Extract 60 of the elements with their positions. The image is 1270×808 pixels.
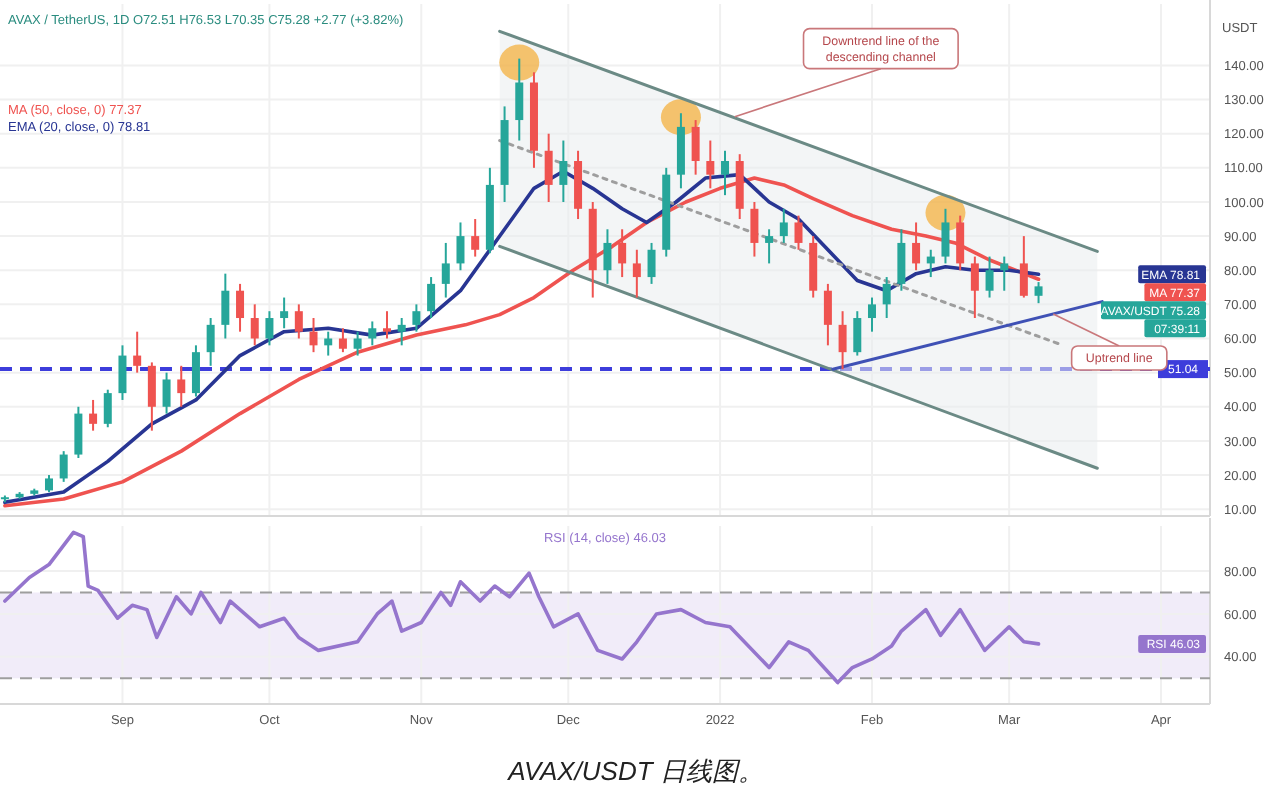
candlestick (956, 214, 965, 272)
candlestick (721, 149, 730, 197)
candlestick (250, 303, 259, 347)
candlestick (133, 330, 142, 374)
candlestick (206, 317, 215, 367)
candlestick (603, 228, 612, 285)
candlestick (397, 317, 406, 347)
candlestick (236, 282, 245, 333)
candlestick (1034, 281, 1043, 305)
candlestick (309, 317, 318, 354)
candlestick (985, 255, 994, 299)
candlestick (103, 388, 112, 429)
candlestick (838, 310, 847, 371)
candlestick (338, 327, 347, 354)
candlestick (191, 344, 200, 398)
text: AVAX/USDT 日线图。 (506, 756, 764, 786)
candlestick (559, 139, 568, 203)
candlestick (867, 296, 876, 333)
candlestick (632, 248, 641, 299)
candlestick (441, 241, 450, 299)
candlestick (897, 228, 906, 292)
candlestick (427, 276, 436, 320)
candlestick (676, 112, 685, 190)
candlestick (970, 255, 979, 320)
candlestick (59, 450, 68, 483)
candlestick (809, 235, 818, 299)
candlestick (691, 119, 700, 176)
candlestick (147, 361, 156, 432)
candlestick (574, 149, 583, 221)
candlestick (941, 207, 950, 265)
candlestick (1000, 255, 1009, 292)
candlestick (912, 221, 921, 272)
candlestick (823, 282, 832, 347)
candlestick (765, 228, 774, 265)
candlestick (882, 276, 891, 320)
candlestick (265, 310, 274, 347)
candlestick (221, 272, 230, 340)
candlestick (280, 296, 289, 330)
candlestick (368, 320, 377, 347)
candlestick (853, 310, 862, 357)
candlestick (118, 344, 127, 401)
candlestick (794, 214, 803, 251)
candlestick (618, 228, 627, 279)
candlestick (779, 207, 788, 244)
candlestick (750, 200, 759, 258)
candlestick (515, 57, 524, 142)
candlestick (74, 405, 83, 459)
candlestick (353, 330, 362, 357)
candlestick (456, 221, 465, 272)
candlestick (647, 241, 656, 285)
candlestick (544, 132, 553, 203)
candlestick (412, 303, 421, 333)
candlestick (294, 303, 303, 340)
candlestick (1019, 235, 1028, 299)
candlestick (471, 218, 480, 258)
candlestick (383, 310, 391, 340)
candlestick (162, 371, 171, 415)
line-series (3, 530, 1041, 685)
candlestick (89, 398, 98, 432)
candlestick (177, 364, 186, 408)
